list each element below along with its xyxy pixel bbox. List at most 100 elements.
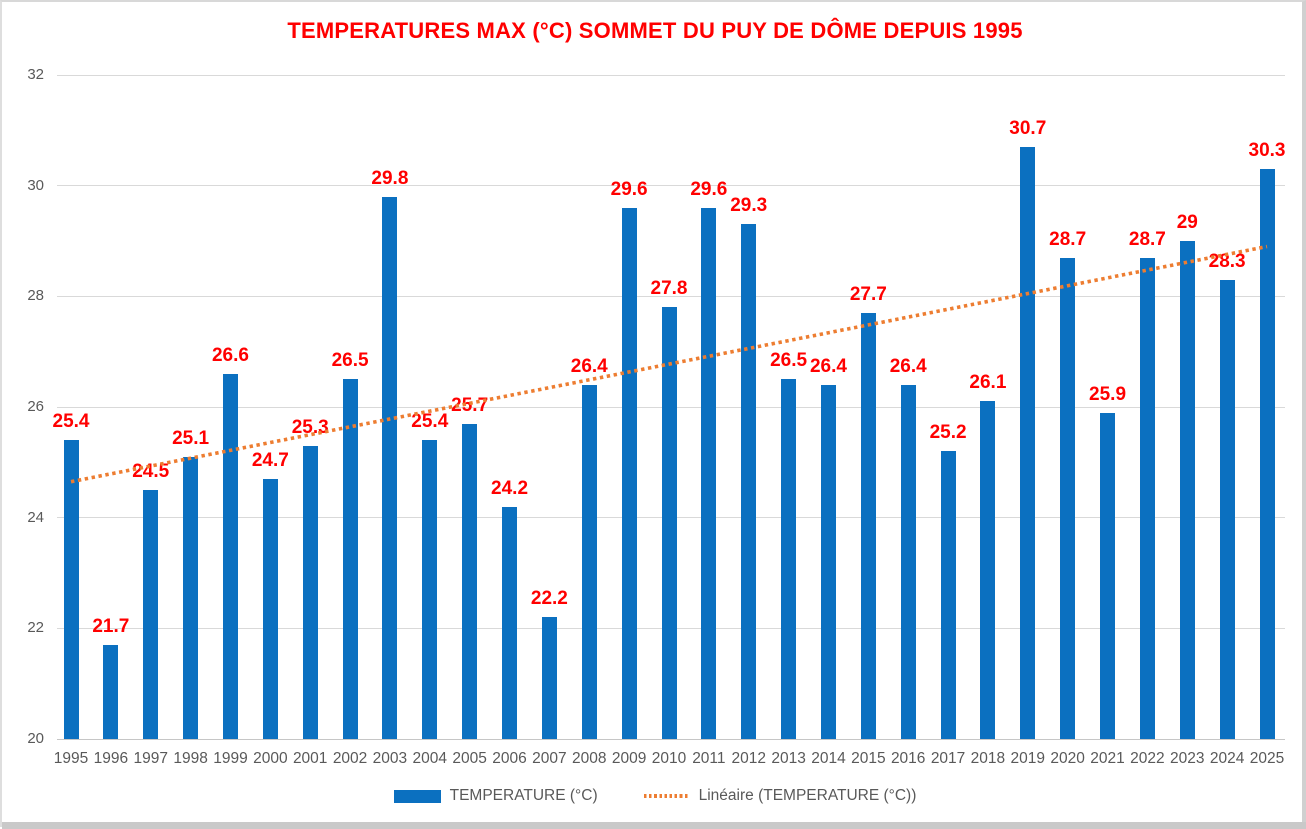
bar-value-label: 26.4: [809, 355, 847, 377]
x-axis-label: 2006: [492, 750, 527, 767]
x-axis-label: 2015: [851, 750, 886, 767]
x-axis-label: 2023: [1170, 750, 1205, 767]
bar-value-label: 24.2: [491, 477, 529, 499]
bar-value-label: 26.4: [889, 355, 927, 377]
bar: [701, 207, 717, 739]
x-axis-label: 2020: [1050, 750, 1085, 767]
bar-value-label: 28.3: [1208, 250, 1246, 272]
bar: [63, 440, 79, 739]
bar: [342, 379, 358, 739]
bar-value-label: 27.8: [650, 278, 688, 300]
x-axis-label: 2018: [970, 750, 1006, 767]
x-axis-label: 2011: [692, 750, 726, 767]
x-axis-label: 2014: [811, 750, 846, 767]
window-bottom-edge: [2, 822, 1306, 829]
bar: [1139, 257, 1155, 739]
gridline: [57, 185, 1285, 187]
y-axis-label: 28: [27, 287, 44, 305]
legend-label-temperature: TEMPERATURE (°C): [449, 787, 598, 804]
bar: [1060, 257, 1076, 739]
x-axis-label: 2019: [1010, 750, 1046, 767]
x-axis-label: 2008: [572, 750, 607, 767]
bar: [183, 456, 199, 739]
bar-value-label: 25.9: [1089, 383, 1127, 405]
bar-value-label: 24.7: [251, 449, 289, 471]
x-axis-label: 2013: [771, 750, 806, 767]
y-axis-label: 32: [27, 66, 44, 83]
bar: [581, 384, 597, 739]
legend-label-trendline: Linéaire (TEMPERATURE (°C)): [698, 787, 917, 804]
bar: [422, 440, 438, 739]
bar: [661, 307, 677, 739]
bar-value-label: 28.7: [1128, 228, 1166, 250]
bar-value-label: 26.4: [570, 355, 608, 377]
y-axis-label: 26: [27, 398, 44, 415]
bar-value-label: 30.7: [1009, 117, 1047, 139]
y-axis-label: 22: [27, 619, 44, 637]
y-axis-label: 30: [27, 176, 44, 194]
bar-value-label: 22.2: [530, 588, 568, 610]
bar-value-label: 25.7: [451, 394, 489, 416]
bar-value-label: 25.1: [172, 427, 210, 449]
bar-value-label: 29: [1176, 212, 1198, 233]
bar-value-label: 26.5: [331, 350, 369, 372]
bar: [1259, 169, 1275, 739]
bar: [262, 478, 278, 739]
bar-value-label: 21.7: [92, 615, 130, 637]
bar: [302, 445, 318, 739]
bar-value-label: 29.8: [371, 167, 409, 189]
x-axis-label: 1996: [93, 750, 129, 767]
gridline: [57, 74, 1285, 76]
bar-value-label: 29.6: [610, 178, 648, 200]
bar: [820, 384, 836, 739]
chart-title: TEMPERATURES MAX (°C) SOMMET DU PUY DE D…: [287, 18, 1023, 43]
x-axis-label: 2024: [1209, 750, 1245, 767]
legend-item-temperature: TEMPERATURE (°C): [393, 787, 598, 805]
bar-value-label: 26.6: [211, 344, 249, 366]
bar: [781, 379, 797, 739]
bar: [222, 373, 238, 739]
legend: TEMPERATURE (°C) Linéaire (TEMPERATURE (…: [2, 784, 1306, 808]
x-axis-label: 2012: [731, 750, 766, 767]
x-axis-label: 2025: [1249, 750, 1285, 767]
x-axis-label: 2007: [532, 750, 567, 767]
x-axis-label: 2016: [890, 750, 926, 767]
bar-value-label: 29.3: [730, 195, 768, 217]
bar: [382, 196, 398, 739]
x-axis-label: 2004: [412, 750, 448, 767]
bar-value-label: 25.4: [52, 411, 90, 433]
bar-value-label: 30.3: [1248, 140, 1286, 162]
x-axis-label: 2017: [930, 750, 966, 767]
x-axis-label: 1999: [213, 750, 248, 767]
y-axis-label: 24: [27, 508, 44, 526]
bar: [502, 506, 518, 739]
bar-value-label: 25.2: [929, 422, 967, 444]
x-axis-label: 1997: [133, 750, 168, 767]
x-axis-label: 2021: [1090, 750, 1125, 767]
bar-value-label: 24.5: [132, 461, 170, 482]
bar: [1100, 412, 1116, 739]
x-axis-label: 1998: [173, 750, 208, 767]
y-axis-label: 20: [27, 730, 44, 747]
bar: [980, 401, 996, 739]
legend-item-trendline: Linéaire (TEMPERATURE (°C)): [643, 787, 917, 805]
x-axis-label: 1995: [53, 750, 89, 767]
x-axis-label: 2001: [292, 750, 328, 767]
bar-series-swatch-icon: [393, 789, 441, 803]
bar-value-label: 28.7: [1049, 228, 1087, 250]
x-axis-label: 2000: [253, 750, 288, 767]
bar-value-label: 26.1: [969, 372, 1007, 394]
x-axis-label: 2009: [611, 750, 647, 767]
x-axis-line: [57, 738, 1285, 740]
dotted-trendline-swatch-icon: [643, 794, 690, 798]
bar: [541, 617, 557, 739]
bar-value-label: 25.3: [291, 416, 329, 438]
bar: [741, 224, 757, 739]
bar-value-label: 29.6: [690, 178, 728, 200]
x-axis-label: 2010: [651, 750, 687, 767]
bar: [1179, 241, 1195, 739]
x-axis-label: 2002: [332, 750, 368, 767]
x-axis-label: 2005: [452, 750, 487, 767]
x-axis-label: 2003: [372, 750, 408, 767]
